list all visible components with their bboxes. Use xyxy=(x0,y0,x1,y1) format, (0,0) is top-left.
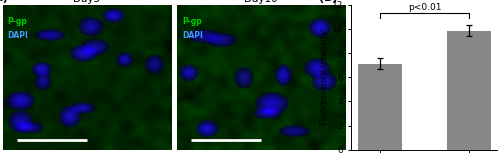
Text: DAPI: DAPI xyxy=(8,31,28,40)
Text: p<0.01: p<0.01 xyxy=(408,4,441,12)
Title: Day10: Day10 xyxy=(244,0,278,4)
Text: P-gp: P-gp xyxy=(8,17,27,26)
Text: (B): (B) xyxy=(320,0,338,3)
Text: (A): (A) xyxy=(0,0,8,3)
Text: DAPI: DAPI xyxy=(182,31,203,40)
Y-axis label: Fluorescence Intensity: Fluorescence Intensity xyxy=(320,30,329,125)
Title: Day5: Day5 xyxy=(73,0,100,4)
Text: P-gp: P-gp xyxy=(182,17,202,26)
Bar xyxy=(358,64,403,150)
Bar xyxy=(446,31,491,150)
